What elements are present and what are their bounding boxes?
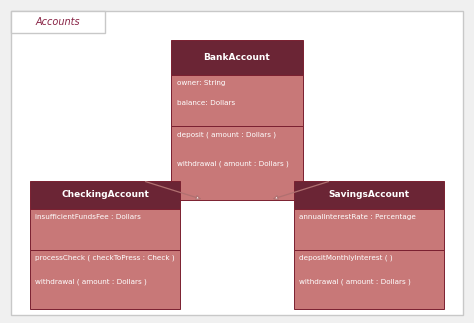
- FancyBboxPatch shape: [11, 11, 105, 33]
- FancyBboxPatch shape: [11, 11, 463, 315]
- Bar: [30, 209, 181, 250]
- Text: BankAccount: BankAccount: [204, 53, 270, 62]
- Text: depositMonthlyInterest ( ): depositMonthlyInterest ( ): [299, 255, 393, 261]
- Bar: [293, 209, 444, 250]
- Text: insufficientFundsFee : Dollars: insufficientFundsFee : Dollars: [36, 214, 141, 220]
- Text: Accounts: Accounts: [36, 17, 80, 27]
- Text: withdrawal ( amount : Dollars ): withdrawal ( amount : Dollars ): [177, 161, 289, 167]
- Text: SavingsAccount: SavingsAccount: [328, 190, 410, 199]
- Text: deposit ( amount : Dollars ): deposit ( amount : Dollars ): [177, 131, 276, 138]
- Bar: [30, 250, 181, 309]
- Text: annualInterestRate : Percentage: annualInterestRate : Percentage: [299, 214, 416, 220]
- Bar: [30, 181, 181, 209]
- Text: withdrawal ( amount : Dollars ): withdrawal ( amount : Dollars ): [36, 278, 147, 285]
- Bar: [293, 250, 444, 309]
- Text: processCheck ( checkToPress : Check ): processCheck ( checkToPress : Check ): [36, 255, 175, 261]
- Text: CheckingAccount: CheckingAccount: [61, 190, 149, 199]
- Text: balance: Dollars: balance: Dollars: [177, 100, 235, 106]
- Text: owner: String: owner: String: [177, 80, 225, 86]
- Bar: [171, 40, 303, 75]
- Text: withdrawal ( amount : Dollars ): withdrawal ( amount : Dollars ): [299, 278, 411, 285]
- Bar: [293, 181, 444, 209]
- Bar: [171, 126, 303, 200]
- Bar: [171, 75, 303, 126]
